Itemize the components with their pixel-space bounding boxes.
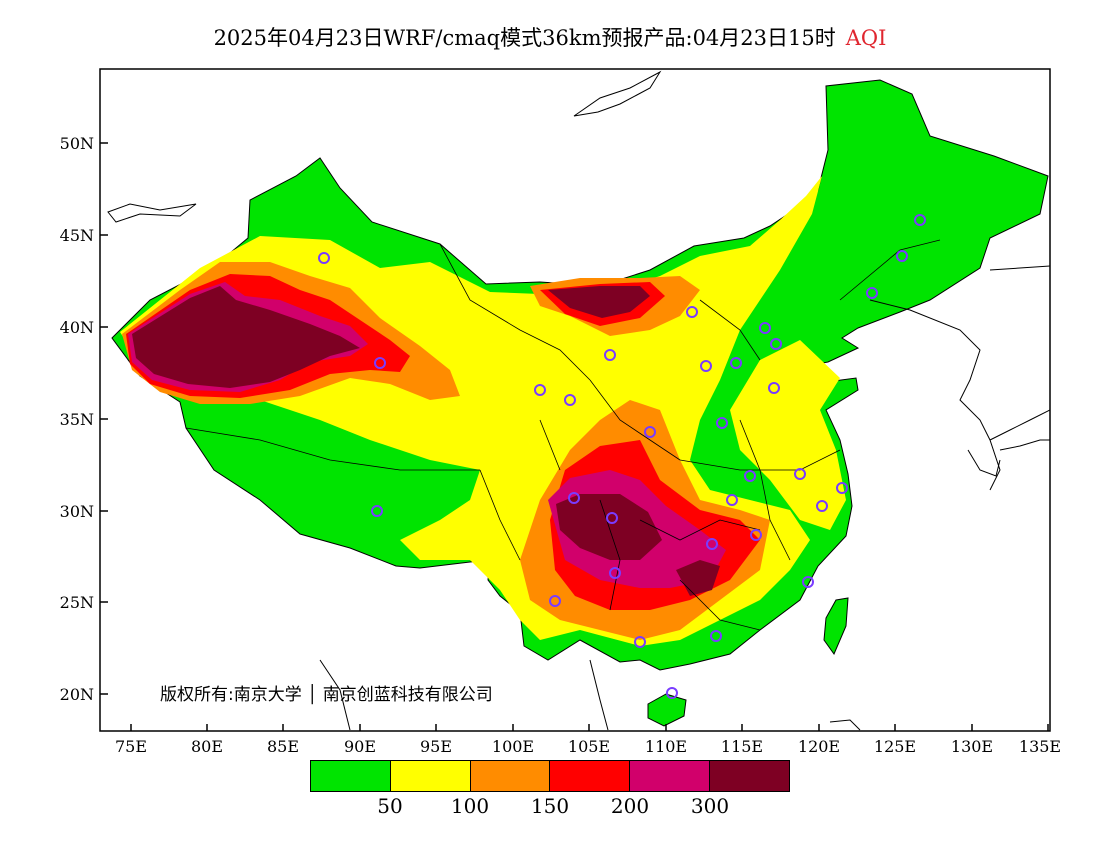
lon-label-90e: 90E <box>344 737 376 756</box>
legend-swatch-yellow <box>390 761 471 791</box>
legend-label-50: 50 <box>377 794 403 818</box>
legend-label-150: 150 <box>530 794 570 818</box>
map-area <box>107 70 1050 731</box>
copyright-company: 南京创蓝科技有限公司 <box>322 685 493 705</box>
legend-swatch-orange <box>470 761 551 791</box>
lat-labels: 50N 45N 40N 35N 30N 25N 20N <box>60 134 94 704</box>
lon-label-135e: 135E <box>1019 737 1061 756</box>
lon-label-100e: 100E <box>492 737 534 756</box>
lon-label-125e: 125E <box>874 737 916 756</box>
station-markers <box>318 214 926 699</box>
coastlines <box>107 70 1050 731</box>
legend-label-100: 100 <box>450 794 490 818</box>
aqi-zone-maroon-west <box>132 286 360 388</box>
province-boundaries <box>185 239 941 631</box>
aqi-zone-maroon-north <box>548 286 650 318</box>
hainan-island <box>647 693 687 727</box>
copyright-owner: 版权所有:南京大学 <box>160 685 302 705</box>
lat-label-35n: 35N <box>60 410 94 429</box>
lon-label-105e: 105E <box>568 737 610 756</box>
lon-ticks <box>130 724 1049 731</box>
legend-swatch-red <box>550 761 631 791</box>
aqi-zone-yellow-east <box>730 340 846 530</box>
legend-label-300: 300 <box>690 794 730 818</box>
legend-label-200: 200 <box>610 794 650 818</box>
taiwan-island <box>823 597 849 656</box>
lat-label-20n: 20N <box>60 685 94 704</box>
map-frame <box>99 68 1051 732</box>
lat-ticks <box>100 142 108 695</box>
aqi-legend-bar <box>310 760 790 792</box>
lon-label-85e: 85E <box>267 737 299 756</box>
lon-label-75e: 75E <box>115 737 147 756</box>
lon-label-110e: 110E <box>645 737 687 756</box>
title-variable: AQI <box>845 26 887 50</box>
lon-label-95e: 95E <box>420 737 452 756</box>
lon-labels: 75E 80E 85E 90E 95E 100E 105E 110E 115E … <box>115 737 1061 756</box>
legend-swatch-magenta <box>630 761 711 791</box>
copyright-divider: │ <box>307 685 318 705</box>
title-text: 2025年04月23日WRF/cmaq模式36km预报产品:04月23日15时 <box>213 26 836 50</box>
legend-swatch-green <box>311 761 391 791</box>
lon-label-80e: 80E <box>191 737 223 756</box>
lat-label-50n: 50N <box>60 134 94 153</box>
lat-label-40n: 40N <box>60 318 94 337</box>
lat-label-30n: 30N <box>60 502 94 521</box>
map-title: 2025年04月23日WRF/cmaq模式36km预报产品:04月23日15时 A… <box>0 22 1100 52</box>
copyright-notice: 版权所有:南京大学 │ 南京创蓝科技有限公司 <box>160 680 493 705</box>
lon-label-130e: 130E <box>951 737 993 756</box>
lon-label-115e: 115E <box>721 737 763 756</box>
legend-swatch-maroon <box>710 761 789 791</box>
lat-label-45n: 45N <box>60 226 94 245</box>
lon-label-120e: 120E <box>798 737 840 756</box>
lat-label-25n: 25N <box>60 593 94 612</box>
